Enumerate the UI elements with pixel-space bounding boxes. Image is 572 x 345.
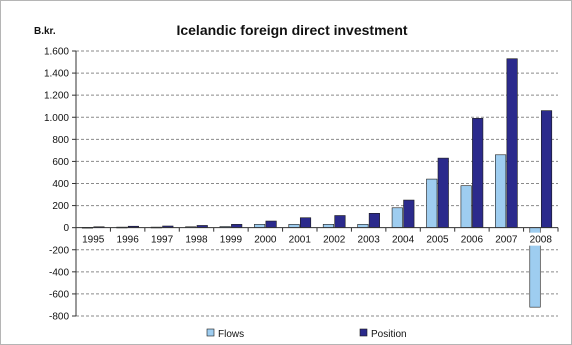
- y-tick-label: 0: [63, 223, 69, 234]
- grid-lines: [76, 50, 558, 317]
- y-tick-label: 1.000: [44, 113, 69, 124]
- bar-position-2005: [437, 157, 449, 228]
- bars: [81, 58, 553, 308]
- legend-label-position: Position: [371, 329, 407, 340]
- x-tick-label: 2000: [254, 235, 277, 246]
- legend-swatch-position: [359, 328, 368, 337]
- bar-flows-2004: [391, 207, 403, 228]
- legend: Flows Position: [206, 328, 407, 340]
- y-tick-label: -200: [49, 245, 69, 256]
- x-tick-label: 2001: [289, 235, 312, 246]
- x-tick-label: 1999: [220, 235, 243, 246]
- legend-swatch-flows: [206, 328, 215, 337]
- bar-flows-2005: [426, 178, 438, 228]
- bar-position-2006: [472, 118, 484, 228]
- y-tick-label: 1.200: [44, 91, 69, 102]
- y-axis-ticks: -800 -600 -400 -200 0 200 400 600 800 1.000 1.200 1…: [44, 47, 76, 323]
- y-tick-label: -400: [49, 267, 69, 278]
- x-tick-label: 1997: [151, 235, 174, 246]
- bar-position-2003: [368, 213, 380, 228]
- x-tick-label: 2006: [461, 235, 484, 246]
- y-tick-label: 1.400: [44, 69, 69, 80]
- x-axis-ticks: 1995 1996 1997 1998 1999 2000 2001 2002 2003 2004…: [82, 227, 559, 246]
- y-tick-label: 400: [52, 179, 69, 190]
- bar-position-2004: [403, 199, 415, 228]
- x-tick-label: 1996: [117, 235, 140, 246]
- x-tick-label: 2008: [530, 235, 553, 246]
- bar-flows-2006: [460, 185, 472, 228]
- x-tick-label: 2002: [323, 235, 346, 246]
- x-tick-label: 1995: [82, 235, 105, 246]
- bar-position-2007: [506, 58, 518, 228]
- y-tick-label: -800: [49, 312, 69, 323]
- y-tick-label: 800: [52, 135, 69, 146]
- bar-position-2008: [540, 110, 553, 228]
- x-tick-label: 2004: [392, 235, 415, 246]
- x-tick-label: 2007: [495, 235, 518, 246]
- legend-label-flows: Flows: [218, 329, 244, 340]
- y-tick-label: 1.600: [44, 47, 69, 58]
- x-tick-label: 1998: [185, 235, 208, 246]
- bar-position-2000: [265, 220, 277, 228]
- x-tick-label: 2003: [358, 235, 381, 246]
- y-axis-label: B.kr.: [34, 26, 56, 37]
- bar-flows-2007: [495, 154, 507, 228]
- y-tick-label: 200: [52, 201, 69, 212]
- y-tick-label: 600: [52, 157, 69, 168]
- bar-position-2002: [334, 215, 346, 228]
- x-tick-label-background: [525, 232, 556, 246]
- bar-position-2001: [299, 217, 312, 228]
- chart-title: Icelandic foreign direct investment: [176, 22, 407, 38]
- x-tick-label: 2005: [426, 235, 449, 246]
- y-tick-label: -600: [49, 289, 69, 300]
